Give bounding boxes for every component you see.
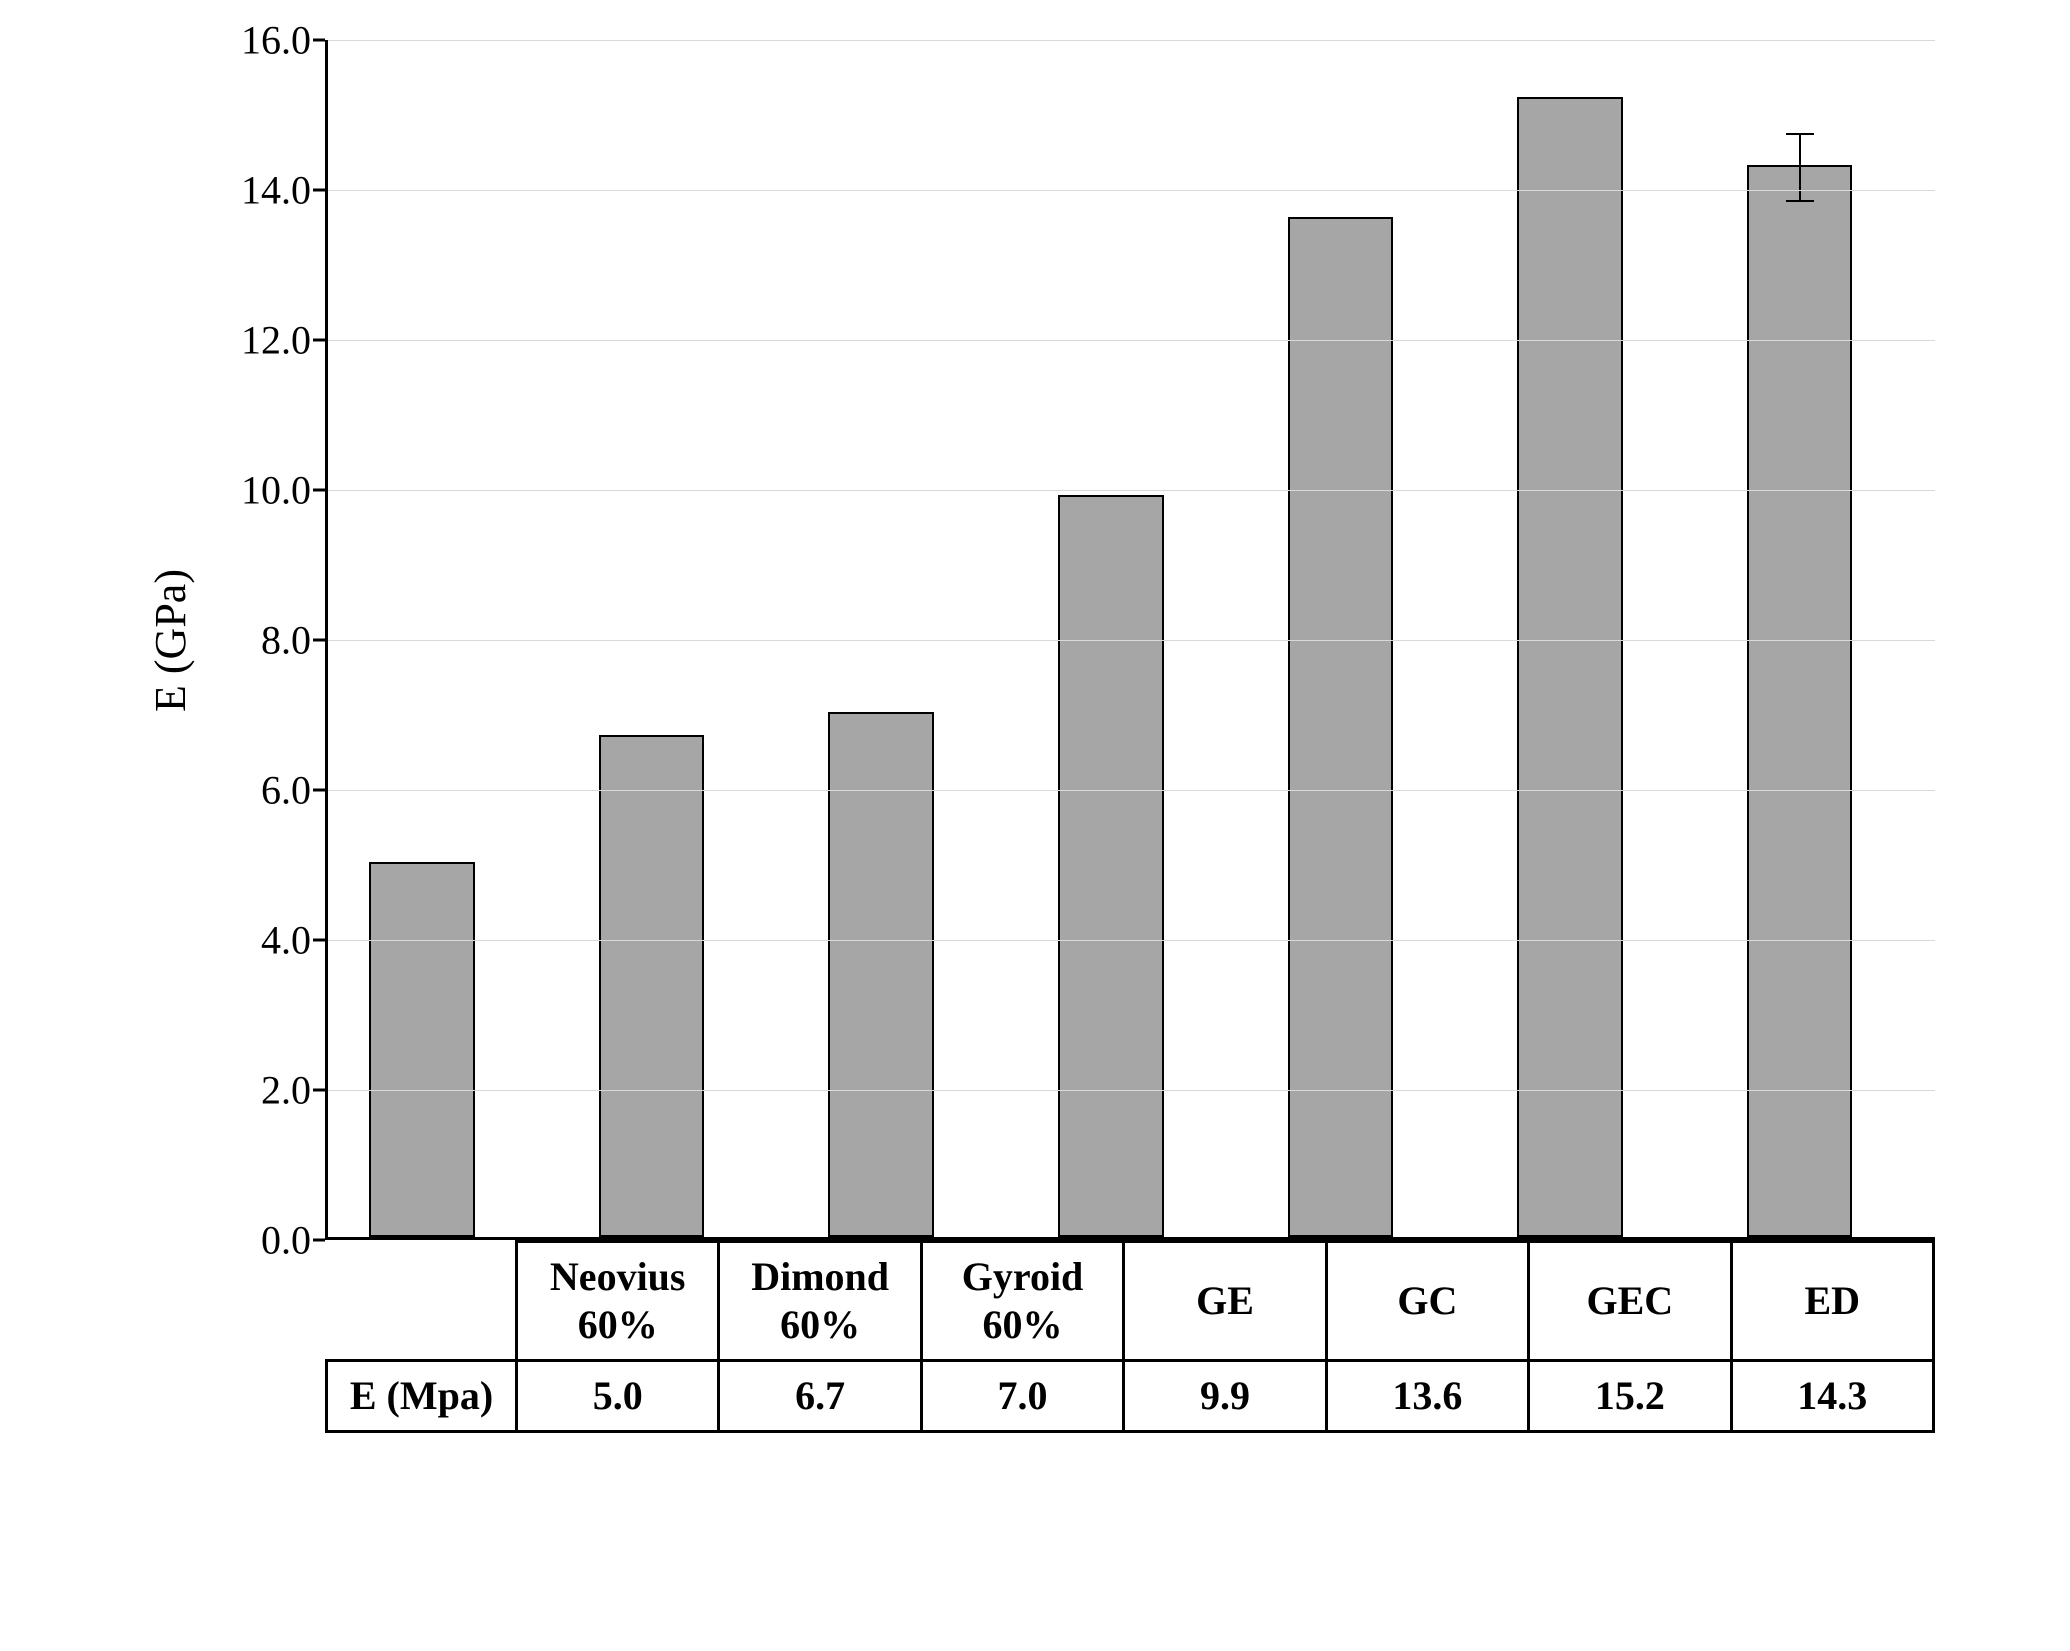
category-label: GE [1124, 1242, 1326, 1361]
y-tick-label: 2.0 [261, 1067, 311, 1114]
y-tick-mark [313, 489, 325, 492]
plot-row: E (GPa) 0.02.04.06.08.010.012.014.016.0 [135, 40, 1935, 1240]
y-tick-label: 14.0 [241, 167, 311, 214]
gridline [328, 340, 1935, 341]
bar-slot [1476, 40, 1706, 1237]
y-axis-ticks: 0.02.04.06.08.010.012.014.016.0 [205, 40, 325, 1240]
category-label: ED [1731, 1242, 1933, 1361]
value-row: E (Mpa)5.06.77.09.913.615.214.3 [327, 1361, 1934, 1432]
y-tick-label: 6.0 [261, 767, 311, 814]
blank-cell [327, 1242, 517, 1361]
y-tick-label: 16.0 [241, 17, 311, 64]
category-label: Dimond60% [719, 1242, 921, 1361]
value-cell: 9.9 [1124, 1361, 1326, 1432]
spacer [205, 1240, 325, 1433]
value-cell: 15.2 [1529, 1361, 1731, 1432]
bars-layer [328, 40, 1935, 1237]
value-cell: 5.0 [517, 1361, 719, 1432]
value-cell: 7.0 [921, 1361, 1123, 1432]
y-axis-label-cell: E (GPa) [135, 40, 205, 1240]
value-row-header: E (Mpa) [327, 1361, 517, 1432]
y-tick-label: 10.0 [241, 467, 311, 514]
y-tick-mark [313, 189, 325, 192]
value-cell: 14.3 [1731, 1361, 1933, 1432]
y-tick-label: 4.0 [261, 917, 311, 964]
bar-slot [1246, 40, 1476, 1237]
y-tick-label: 8.0 [261, 617, 311, 664]
bar-slot [1705, 40, 1935, 1237]
category-label: GEC [1529, 1242, 1731, 1361]
data-table: Neovius60%Dimond60%Gyroid60%GEGCGECEDE (… [325, 1240, 1935, 1433]
data-table-wrap: Neovius60%Dimond60%Gyroid60%GEGCGECEDE (… [325, 1240, 1935, 1433]
plot-area [325, 40, 1935, 1240]
gridline [328, 940, 1935, 941]
category-label: GC [1326, 1242, 1528, 1361]
bar [599, 735, 705, 1238]
gridline [328, 40, 1935, 41]
gridline [328, 490, 1935, 491]
value-cell: 13.6 [1326, 1361, 1528, 1432]
gridline [328, 190, 1935, 191]
y-tick-mark [313, 39, 325, 42]
gridline [328, 640, 1935, 641]
bar-slot [787, 40, 1017, 1237]
error-bar-cap [1786, 133, 1814, 135]
bar-chart: E (GPa) 0.02.04.06.08.010.012.014.016.0 … [135, 40, 1935, 1433]
bar [1747, 165, 1853, 1238]
y-tick-mark [313, 339, 325, 342]
bar [1288, 217, 1394, 1237]
y-tick-mark [313, 1089, 325, 1092]
y-tick-label: 12.0 [241, 317, 311, 364]
y-tick-mark [313, 639, 325, 642]
bar [1517, 97, 1623, 1237]
category-row: Neovius60%Dimond60%Gyroid60%GEGCGECED [327, 1242, 1934, 1361]
bar-slot [1017, 40, 1247, 1237]
bar [369, 862, 475, 1237]
bar-slot [328, 40, 558, 1237]
gridline [328, 1090, 1935, 1091]
error-bar [1799, 134, 1801, 202]
bar-slot [558, 40, 788, 1237]
y-axis-label: E (GPa) [145, 569, 196, 712]
bar [1058, 495, 1164, 1238]
gridline [328, 790, 1935, 791]
value-cell: 6.7 [719, 1361, 921, 1432]
error-bar-cap [1786, 200, 1814, 202]
category-label: Neovius60% [517, 1242, 719, 1361]
spacer [135, 1240, 205, 1433]
y-tick-mark [313, 939, 325, 942]
category-label: Gyroid60% [921, 1242, 1123, 1361]
y-tick-mark [313, 789, 325, 792]
table-row: Neovius60%Dimond60%Gyroid60%GEGCGECEDE (… [135, 1240, 1935, 1433]
